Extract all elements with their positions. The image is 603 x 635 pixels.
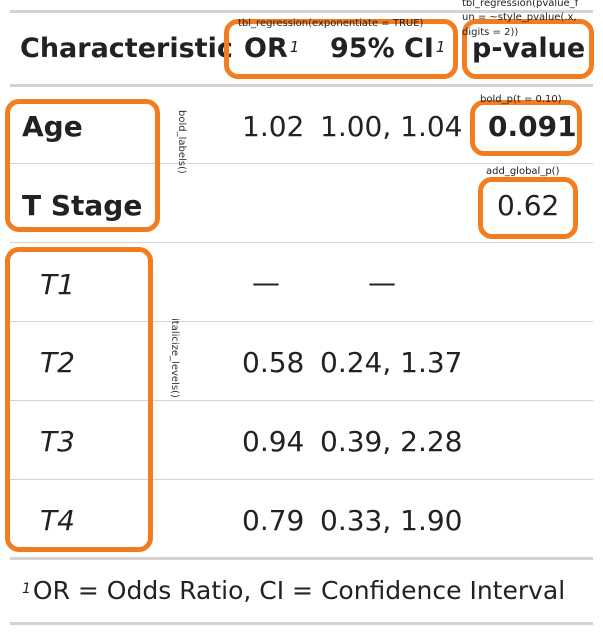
annotation-bold-p: bold_p(t = 0.10) (480, 94, 562, 105)
column-header-ci: 95% CI 1 (330, 32, 445, 66)
cell-ci-age: 1.00, 1.04 (320, 110, 463, 143)
cell-ci-t1: — (368, 266, 396, 299)
column-header-pvalue: p-value (472, 33, 586, 64)
highlight-box-header-pvalue (462, 19, 594, 79)
cell-or-age: 1.02 (242, 110, 305, 143)
row-divider (10, 479, 593, 480)
cell-pvalue-age: 0.091 (488, 110, 577, 143)
highlight-box-bold-p (470, 100, 582, 156)
cell-ci-t3: 0.39, 2.28 (320, 425, 463, 458)
row-divider (10, 242, 593, 243)
highlight-box-levels (5, 247, 153, 552)
column-header-or: OR 1 (244, 32, 299, 66)
table-top-rule (10, 10, 593, 13)
highlight-box-header-or-ci (224, 19, 458, 79)
cell-ci-t2: 0.24, 1.37 (320, 346, 463, 379)
footnote-marker: 1 (289, 38, 300, 56)
highlight-box-global-p (478, 177, 578, 239)
footnote-text: OR = Odds Ratio, CI = Confidence Interva… (32, 576, 566, 605)
cell-or-t3: 0.94 (242, 425, 305, 458)
annotation-pvalue-fun-3: digits = 2)) (462, 27, 519, 38)
annotation-italicize-levels: italicize_levels() (169, 318, 180, 398)
table-bottom-rule (10, 557, 593, 560)
row-divider (10, 163, 593, 164)
cell-or-t2: 0.58 (242, 346, 305, 379)
cell-or-t4: 0.79 (242, 504, 305, 537)
row-divider (10, 400, 593, 401)
annotation-exponentiate: tbl_regression(exponentiate = TRUE) (238, 18, 424, 29)
column-header-ci-label: 95% CI (330, 33, 434, 64)
table-footnote: 1OR = Odds Ratio, CI = Confidence Interv… (22, 576, 565, 606)
row-label-age: Age (22, 110, 83, 143)
annotation-pvalue-fun-2: un = ~style_pvalue(.x, (462, 12, 577, 23)
row-label-t3: T3 (40, 425, 75, 458)
footnote-marker: 1 (435, 38, 446, 56)
annotation-bold-labels: bold_labels() (176, 110, 187, 174)
footnote-bottom-rule (10, 622, 593, 625)
footnote-mark: 1 (22, 581, 31, 597)
row-label-t2: T2 (40, 346, 75, 379)
cell-or-t1: — (252, 266, 280, 299)
row-label-t-stage: T Stage (22, 189, 143, 222)
row-label-t4: T4 (40, 504, 75, 537)
annotation-add-global-p: add_global_p() (486, 166, 560, 177)
annotation-pvalue-fun-1: tbl_regression(pvalue_f (462, 0, 579, 9)
column-header-or-label: OR (244, 33, 288, 64)
header-bottom-rule (10, 84, 593, 87)
highlight-box-labels (5, 99, 160, 232)
row-divider (10, 321, 593, 322)
row-label-t1: T1 (40, 268, 75, 301)
cell-pvalue-t-stage: 0.62 (497, 189, 560, 222)
cell-ci-t4: 0.33, 1.90 (320, 504, 463, 537)
column-header-characteristic: Characteristic (20, 33, 233, 64)
